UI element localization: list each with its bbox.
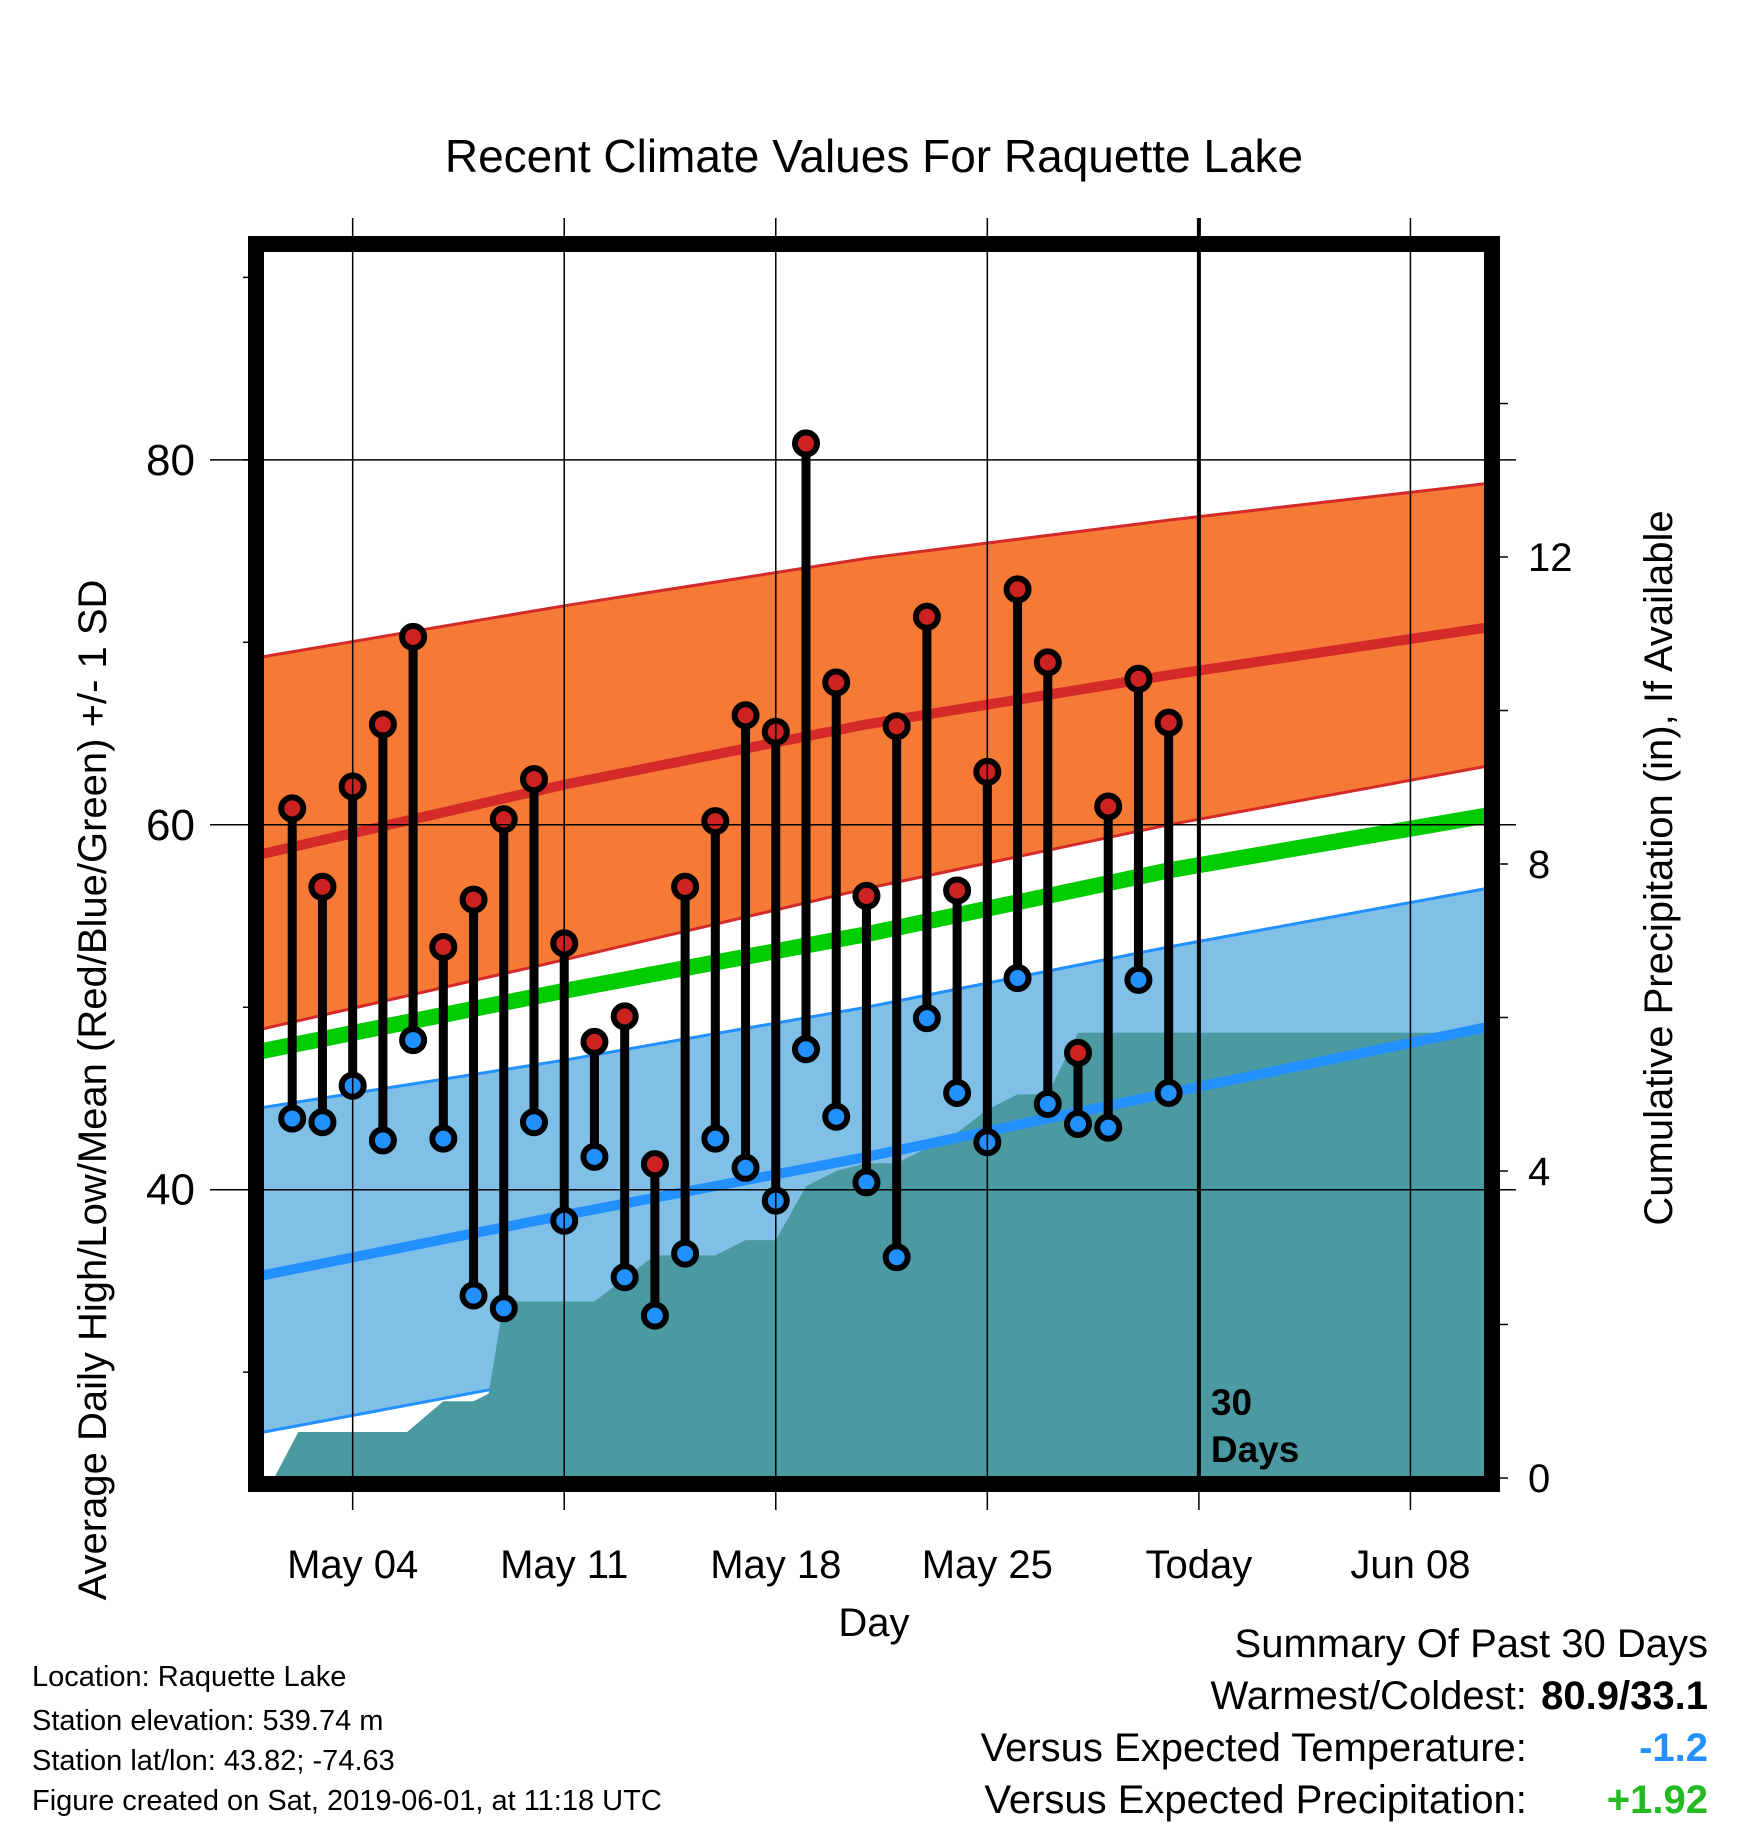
y-left-tick-label: 40	[146, 1166, 195, 1215]
today-label-1: 30	[1211, 1382, 1252, 1423]
observed-high-point	[1033, 648, 1062, 677]
observed-high-point	[882, 712, 911, 741]
today-label-2: Days	[1211, 1429, 1299, 1470]
x-tick-label: May 18	[710, 1543, 841, 1587]
observed-high-point	[308, 872, 337, 901]
observed-high-point	[1094, 792, 1123, 821]
summary-heading-text: Summary Of Past 30 Days	[1234, 1622, 1708, 1666]
station-latlon: Station lat/lon: 43.82; -74.63	[32, 1745, 395, 1777]
y-axis-left-label: Average Daily High/Low/Mean (Red/Blue/Gr…	[71, 580, 115, 1601]
observed-low-point	[459, 1281, 488, 1310]
observed-high-point	[368, 710, 397, 739]
precipitation-label: Versus Expected Precipitation:	[984, 1778, 1527, 1822]
observed-high-point	[943, 876, 972, 905]
x-tick-label: Today	[1146, 1543, 1253, 1587]
y-right-tick-label: 12	[1528, 536, 1573, 580]
y-right-tick-label: 0	[1528, 1457, 1550, 1501]
x-tick-label: May 04	[287, 1543, 418, 1587]
observed-high-point	[1124, 664, 1153, 693]
observed-high-point	[852, 881, 881, 910]
observed-high-point	[792, 429, 820, 458]
y-axis-right-label: Cumulative Precipitation (in), If Availa…	[1637, 510, 1681, 1225]
observed-high-point	[489, 805, 518, 834]
observed-low-point	[882, 1243, 911, 1272]
observed-low-point	[1124, 965, 1153, 994]
observed-high-point	[822, 668, 851, 697]
observed-high-point	[731, 701, 760, 730]
plot-frame	[248, 236, 1500, 1492]
summary-warmest-coldest: Warmest/Coldest: 80.9/33.1	[1211, 1674, 1709, 1719]
observed-high-point	[640, 1150, 669, 1179]
observed-low-point	[489, 1294, 518, 1323]
observed-low-point	[1154, 1078, 1183, 1107]
observed-high-point	[701, 807, 730, 836]
low-sd-band	[262, 888, 1486, 1433]
observed-low-point	[943, 1078, 972, 1107]
observed-high-point	[399, 622, 428, 651]
summary-temperature: Versus Expected Temperature: -1.2	[981, 1726, 1708, 1771]
y-right-tick-label: 4	[1528, 1150, 1550, 1194]
temperature-value: -1.2	[1639, 1726, 1708, 1770]
observed-low-point	[701, 1124, 730, 1153]
precipitation-value: +1.92	[1606, 1778, 1708, 1822]
observed-low-point	[822, 1102, 851, 1131]
observed-low-point	[1003, 964, 1032, 993]
observed-low-point	[1033, 1089, 1062, 1118]
observed-low-point	[671, 1239, 700, 1268]
precipitation-area	[274, 1032, 1486, 1478]
observed-low-point	[792, 1035, 820, 1064]
observed-low-point	[429, 1124, 458, 1153]
observed-low-point	[852, 1168, 881, 1197]
observed-high-point	[520, 765, 548, 794]
high-mean-line	[262, 622, 1486, 859]
summary-precipitation: Versus Expected Precipitation: +1.92	[984, 1778, 1708, 1823]
x-axis-label: Day	[838, 1601, 909, 1645]
y-left-tick-label: 60	[146, 801, 195, 850]
summary-heading: Summary Of Past 30 Days	[1235, 1622, 1708, 1667]
observed-low-point	[1064, 1110, 1092, 1139]
observed-low-point	[640, 1301, 669, 1330]
warmest-coldest-label: Warmest/Coldest:	[1210, 1674, 1527, 1718]
figure-created: Figure created on Sat, 2019-06-01, at 11…	[32, 1785, 662, 1817]
x-tick-label: May 25	[922, 1543, 1053, 1587]
observed-low-point	[580, 1142, 609, 1171]
observed-high-point	[459, 885, 488, 914]
observed-high-point	[671, 872, 700, 901]
observed-high-point	[580, 1027, 609, 1056]
x-tick-label: May 11	[500, 1543, 628, 1587]
observed-high-point	[278, 794, 307, 823]
observed-high-point	[429, 933, 458, 962]
high-sd-upper-line	[262, 482, 1486, 659]
observed-high-point	[1154, 708, 1183, 737]
observed-low-point	[278, 1104, 307, 1133]
temperature-label: Versus Expected Temperature:	[980, 1726, 1527, 1770]
observed-high-point	[1003, 575, 1032, 604]
chart-title: Recent Climate Values For Raquette Lake	[445, 130, 1303, 182]
observed-low-point	[308, 1108, 337, 1137]
observed-low-point	[731, 1153, 760, 1182]
observed-low-point	[610, 1263, 639, 1292]
observed-low-point	[1094, 1113, 1123, 1142]
observed-high-point	[1064, 1038, 1092, 1067]
station-elevation: Station elevation: 539.74 m	[32, 1705, 384, 1737]
observed-low-point	[368, 1126, 397, 1155]
x-tick-label: Jun 08	[1350, 1543, 1470, 1587]
observed-low-point	[912, 1004, 941, 1033]
station-location: Location: Raquette Lake	[32, 1661, 347, 1693]
y-right-tick-label: 8	[1528, 843, 1550, 887]
observed-low-point	[399, 1026, 428, 1055]
high-sd-band	[262, 483, 1486, 1030]
warmest-coldest-value: 80.9/33.1	[1541, 1674, 1708, 1718]
observed-high-point	[912, 602, 941, 631]
plot-area	[262, 429, 1486, 1478]
observed-high-point	[610, 1002, 639, 1031]
observed-low-point	[520, 1108, 548, 1137]
y-left-tick-label: 80	[146, 436, 195, 485]
